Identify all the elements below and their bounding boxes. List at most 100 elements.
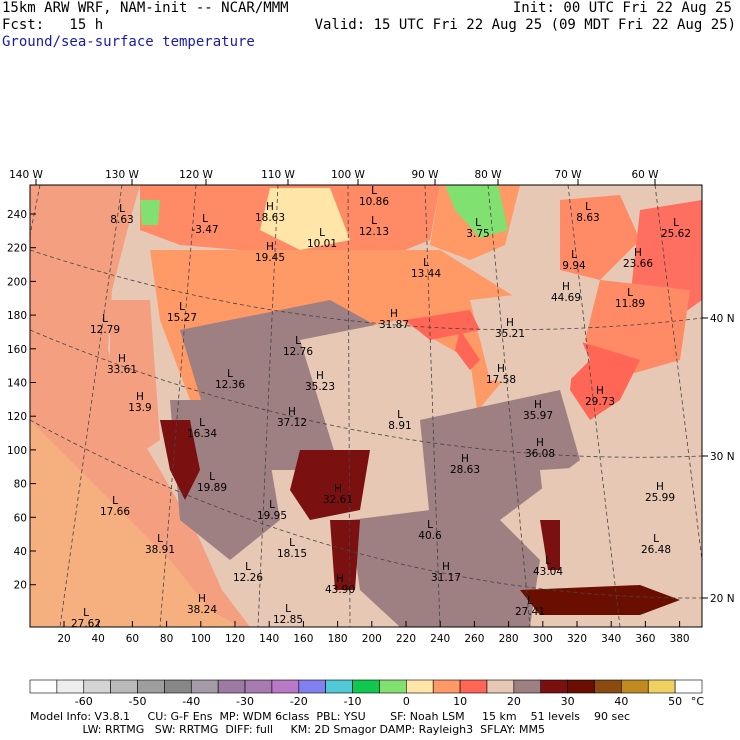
extremum-type: L (83, 607, 89, 619)
model-info-line1: Model Info: V3.8.1 CU: G-F Ens MP: WDM 6… (30, 710, 631, 723)
extremum-value: 3.75 (466, 228, 489, 240)
left-tick-label: 60 (14, 512, 27, 524)
extremum-value: 23.66 (623, 258, 653, 270)
extremum-type: L (545, 555, 551, 567)
top-tick-label: 100 W (331, 169, 365, 181)
extremum-type: L (585, 201, 591, 213)
extremum-type: L (571, 249, 577, 261)
bottom-tick-label: 40 (92, 633, 105, 645)
colorbar-swatch (567, 679, 595, 694)
extremum-value: 28.63 (450, 464, 480, 476)
temperature-field (30, 185, 702, 627)
extremum-type: L (673, 217, 679, 229)
bottom-tick-label: 340 (601, 633, 621, 645)
extremum-value: 19.95 (257, 510, 287, 522)
extremum-type: L (295, 335, 301, 347)
extremum-type: H (442, 561, 450, 573)
right-tick-label: 30 N (710, 451, 735, 463)
colorbar-label: 0 (403, 695, 410, 708)
extremum-value: 13.9 (128, 402, 151, 414)
top-tick-label: 60 W (631, 169, 659, 181)
top-tick-label: 140 W (9, 169, 43, 181)
extremum-type: H (316, 370, 324, 382)
extremum-type: L (653, 533, 659, 545)
extremum-value: 8.63 (576, 212, 599, 224)
colorbar-label: 30 (561, 695, 575, 708)
bottom-tick-label: 140 (259, 633, 279, 645)
bottom-tick-label: 220 (396, 633, 416, 645)
colorbar-swatch (459, 679, 488, 694)
extremum-value: 10.86 (359, 196, 389, 208)
bottom-tick-label: 160 (293, 633, 313, 645)
extremum-type: H (506, 317, 514, 329)
colorbar-swatch (647, 679, 676, 694)
extremum-type: L (527, 595, 533, 607)
extremum-type: L (102, 313, 108, 325)
extremum-type: L (427, 519, 433, 531)
model-title: 15km ARW WRF, NAM-init -- NCAR/MMM (2, 0, 289, 16)
extremum-value: 40.6 (418, 530, 442, 542)
extremum-type: L (227, 368, 233, 380)
extremum-type: H (562, 281, 570, 293)
bottom-tick-label: 360 (635, 633, 655, 645)
colorbar-swatch (190, 679, 219, 694)
colorbar-swatch (379, 679, 407, 694)
extremum-value: 10.01 (307, 238, 337, 250)
model-info-line2: LW: RRTMG SW: RRTMG DIFF: full KM: 2D Sm… (30, 723, 545, 736)
bottom-tick-label: 380 (670, 633, 690, 645)
field-name: Ground/sea-surface temperature (2, 34, 255, 50)
colorbar-swatch (406, 679, 434, 694)
extrema-labels: L8.63 L-3.47H18.63H19.45L10.01L10.86L12.1… (71, 185, 691, 630)
bottom-tick-label: 200 (362, 633, 382, 645)
bottom-tick-label: 320 (567, 633, 587, 645)
top-tick-label: 120 W (179, 169, 213, 181)
extremum-value: 35.21 (495, 328, 525, 340)
left-tick-label: 140 (7, 378, 27, 390)
extremum-value: 12.26 (233, 572, 263, 584)
extremum-type: L (627, 287, 633, 299)
extremum-type: L (245, 561, 251, 573)
extremum-value: 16.34 (187, 428, 217, 440)
bottom-tick-label: 80 (160, 633, 173, 645)
extremum-type: L (202, 213, 208, 225)
extremum-value: 26.48 (641, 544, 671, 556)
extremum-value: 12.85 (273, 614, 303, 626)
extremum-value: 13.44 (411, 268, 441, 280)
colorbar-swatch (110, 679, 138, 694)
extremum-type: L (397, 409, 403, 421)
bottom-tick-label: 240 (430, 633, 450, 645)
extremum-type: L (319, 227, 325, 239)
colorbar-swatch (217, 679, 246, 694)
extremum-value: 17.58 (486, 374, 516, 386)
colorbar-label: -40 (182, 695, 200, 708)
top-tick-label: 130 W (105, 169, 139, 181)
extremum-value: 44.69 (551, 292, 581, 304)
extremum-value: 43.04 (533, 566, 563, 578)
extremum-value: 27.62 (71, 618, 101, 630)
valid-time: Valid: 15 UTC Fri 22 Aug 25 (09 MDT Fri … (314, 17, 736, 33)
bottom-axis: 20 40 60 80 100 120 140 160 180 200 220 240 260 280 30… (57, 621, 690, 645)
bottom-tick-label: 20 (57, 633, 70, 645)
extremum-value: 11.89 (615, 298, 645, 310)
bottom-tick-label: 60 (126, 633, 139, 645)
bottom-tick-label: 120 (225, 633, 245, 645)
top-tick-label: 90 W (411, 169, 439, 181)
extremum-value: 12.79 (90, 324, 120, 336)
right-tick-label: 20 N (710, 593, 735, 605)
extremum-value: 37.12 (277, 417, 307, 429)
extremum-type: H (198, 593, 206, 605)
extremum-type: L (199, 417, 205, 429)
extremum-value: 32.61 (323, 494, 353, 506)
left-tick-label: 160 (7, 344, 27, 356)
extremum-value: 8.91 (388, 420, 411, 432)
colorbar: -60 -50 -40 -30 -20 -10 0 10 20 30 40 50 °C (29, 679, 704, 708)
colorbar-label: 50 (668, 695, 682, 708)
extremum-type: L (371, 185, 377, 197)
extremum-value: 19.89 (197, 482, 227, 494)
colorbar-label: -50 (129, 695, 147, 708)
extremum-type: H (390, 308, 398, 320)
right-tick-label: 40 N (710, 313, 735, 325)
extremum-type: H (497, 363, 505, 375)
colorbar-label: 40 (614, 695, 628, 708)
